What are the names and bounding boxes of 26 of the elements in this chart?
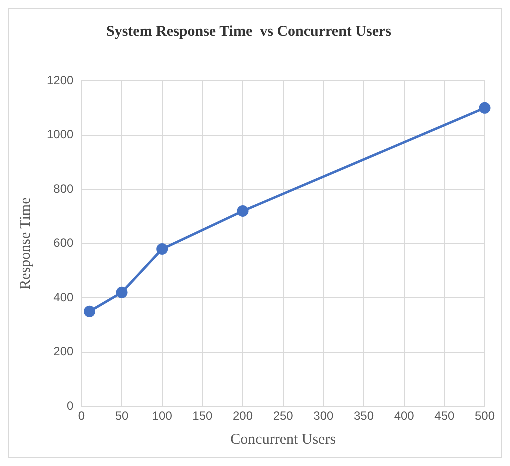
x-tick-label: 300 <box>314 409 334 424</box>
y-tick-label: 1200 <box>46 73 74 88</box>
x-tick-label: 400 <box>394 409 415 424</box>
y-tick-label: 0 <box>67 398 74 413</box>
point <box>84 306 96 318</box>
x-tick-label: 200 <box>233 409 254 424</box>
chart-title: System Response Time vs Concurrent Users <box>106 24 392 40</box>
y-tick-label: 1000 <box>46 128 74 142</box>
point <box>116 286 128 298</box>
point <box>156 243 168 255</box>
x-axis-title: Concurrent Users <box>230 432 336 448</box>
y-tick-label: 400 <box>54 290 74 304</box>
y-axis-title: Response Time <box>18 197 34 290</box>
x-tick-label: 450 <box>434 409 455 424</box>
y-tick-label: 200 <box>54 344 74 359</box>
x-tick-label: 50 <box>115 409 130 424</box>
point <box>479 102 491 114</box>
x-tick-label: 0 <box>78 409 86 424</box>
y-tick-label: 600 <box>54 236 74 250</box>
x-tick-label: 500 <box>474 409 496 424</box>
x-tick-label: 350 <box>354 409 374 424</box>
point <box>237 205 249 217</box>
y-tick-label: 800 <box>54 182 74 196</box>
x-tick-label: 100 <box>152 409 173 424</box>
x-tick-label: 150 <box>192 409 214 424</box>
x-tick-label: 250 <box>273 409 294 424</box>
